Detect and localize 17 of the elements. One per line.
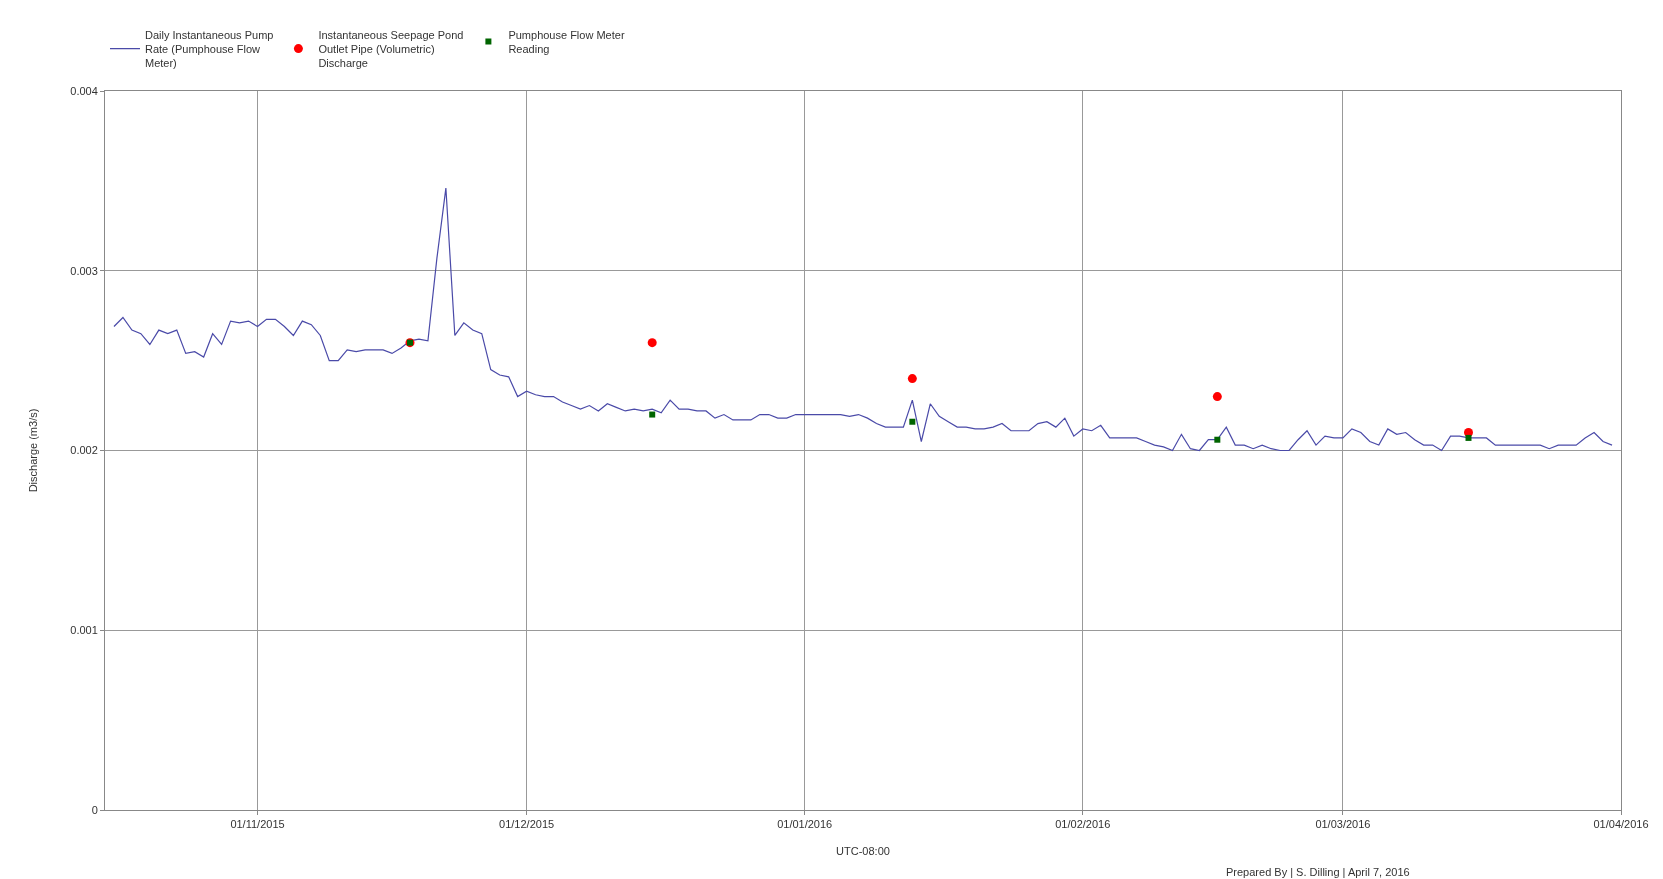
- x-tick-label: 01/03/2016: [1315, 818, 1371, 831]
- y-tick-label: 0: [91, 803, 98, 816]
- x-tick-label: 01/04/2016: [1593, 818, 1649, 831]
- legend-label: Daily Instantaneous Pump Rate (Pumphouse Flow Meter): [145, 28, 274, 70]
- y-axis-title: Discharge (m3/s): [26, 408, 39, 493]
- x-tick-label: 01/11/2015: [230, 818, 285, 831]
- x-tick-label: 01/01/2016: [777, 818, 833, 831]
- legend-label: Instantaneous Seepage Pond Outlet Pipe (Volumetric) Discharge: [318, 28, 464, 70]
- text: Prepared By | S. Dilling | April 7, 2016: [1226, 866, 1410, 878]
- legend-label: Pumphouse Flow Meter Reading: [508, 28, 625, 55]
- x-tick-label: 01/12/2015: [499, 818, 555, 831]
- y-tick-label: 0.002: [70, 444, 98, 457]
- y-tick-label: 0.003: [70, 264, 98, 277]
- x-tick-label: 01/02/2016: [1055, 818, 1111, 831]
- x-axis-title: UTC-08:00: [836, 845, 890, 858]
- y-tick-label: 0.004: [70, 84, 98, 97]
- y-tick-label: 0.001: [70, 624, 98, 637]
